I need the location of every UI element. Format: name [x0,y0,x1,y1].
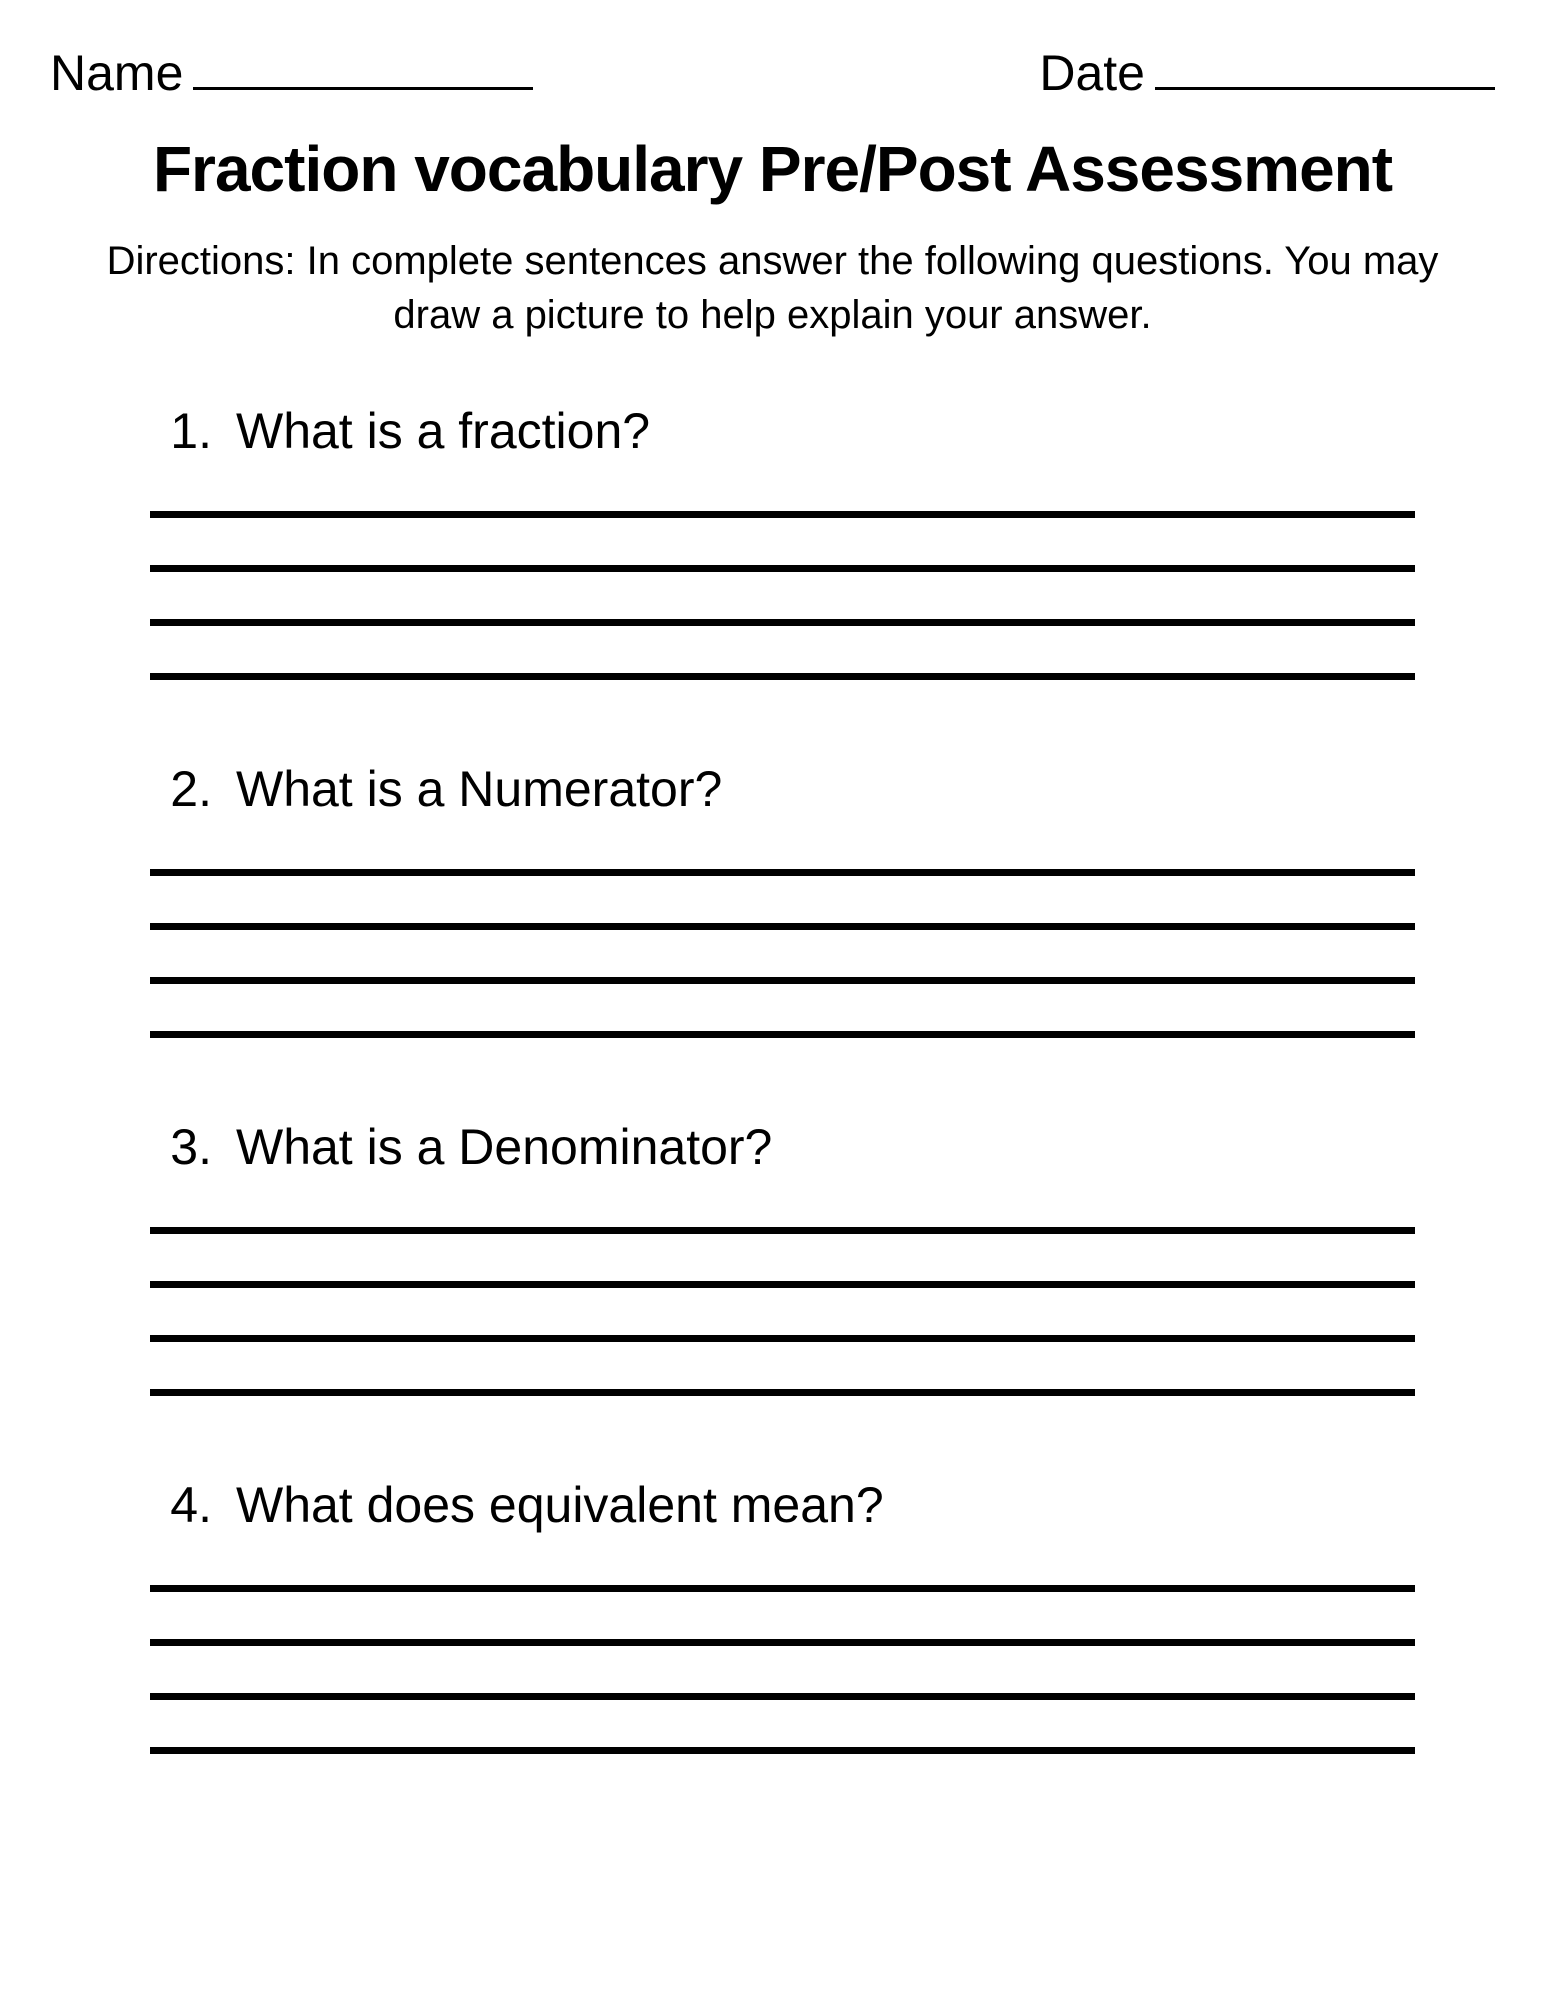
answer-line [150,628,1415,680]
question-4-text: What does equivalent mean? [236,1477,884,1533]
question-4: 4. What does equivalent mean? [150,1476,1415,1754]
answer-line [150,1344,1415,1396]
question-3-prompt: 3. What is a Denominator? [150,1118,1415,1176]
worksheet-page: Name Date Fraction vocabulary Pre/Post A… [0,0,1545,2000]
answer-line [150,1702,1415,1754]
answer-line [150,1648,1415,1700]
answer-line [150,932,1415,984]
question-1-number: 1. [150,402,212,460]
date-label: Date [1039,44,1145,102]
page-title: Fraction vocabulary Pre/Post Assessment [40,132,1505,206]
answer-line [150,520,1415,572]
answer-line [150,478,1415,518]
date-blank-line[interactable] [1155,40,1495,90]
question-2: 2. What is a Numerator? [150,760,1415,1038]
question-2-prompt: 2. What is a Numerator? [150,760,1415,818]
question-3-number: 3. [150,1118,212,1176]
date-field: Date [1039,40,1495,102]
answer-line [150,1236,1415,1288]
question-1-answer-area[interactable] [150,478,1415,680]
question-2-number: 2. [150,760,212,818]
name-label: Name [50,44,183,102]
question-1-text: What is a fraction? [236,403,650,459]
question-2-answer-area[interactable] [150,836,1415,1038]
question-3-text: What is a Denominator? [236,1119,772,1175]
question-2-text: What is a Numerator? [236,761,722,817]
name-field: Name [50,40,533,102]
answer-line [150,1552,1415,1592]
question-3-answer-area[interactable] [150,1194,1415,1396]
answer-line [150,986,1415,1038]
answer-line [150,1290,1415,1342]
question-4-number: 4. [150,1476,212,1534]
question-1-prompt: 1. What is a fraction? [150,402,1415,460]
question-1: 1. What is a fraction? [150,402,1415,680]
header-row: Name Date [40,40,1505,102]
answer-line [150,574,1415,626]
name-blank-line[interactable] [193,40,533,90]
question-4-prompt: 4. What does equivalent mean? [150,1476,1415,1534]
question-4-answer-area[interactable] [150,1552,1415,1754]
answer-line [150,878,1415,930]
question-3: 3. What is a Denominator? [150,1118,1415,1396]
questions-container: 1. What is a fraction? 2. What is a Numera… [40,402,1505,1754]
directions-text: Directions: In complete sentences answer… [40,234,1505,342]
answer-line [150,836,1415,876]
answer-line [150,1194,1415,1234]
answer-line [150,1594,1415,1646]
